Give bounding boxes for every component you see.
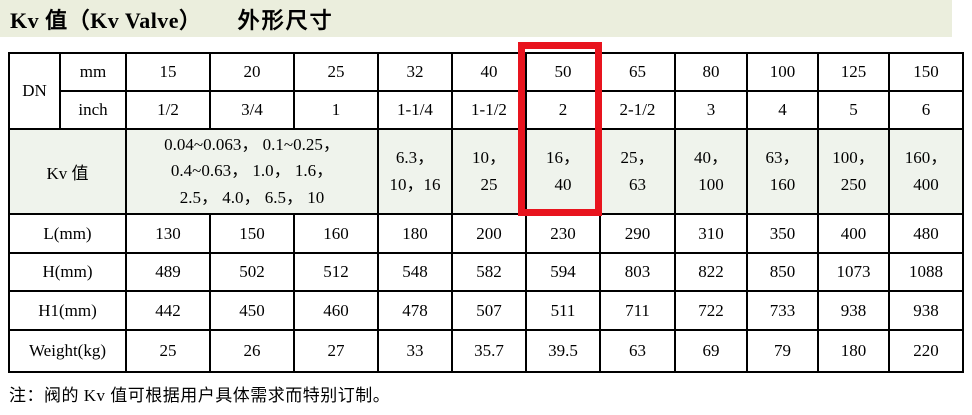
table-cell-highlighted: 16， 40	[525, 128, 601, 215]
table-cell: 230	[525, 213, 601, 254]
table-cell: 3	[674, 90, 748, 130]
table-row-kv: Kv 值 0.04~0.063， 0.1~0.25， 0.4~0.63， 1.0…	[8, 128, 964, 215]
table-cell: 6.3， 10，16	[377, 128, 453, 215]
table-cell: 160， 400	[888, 128, 964, 215]
table-cell: 100	[746, 52, 819, 92]
table-cell: 480	[888, 213, 964, 254]
title-bar: Kv 值（Kv Valve） 外形尺寸	[0, 0, 952, 37]
spec-table: DN mm 15 20 25 32 40 50 65 80 100 125 15…	[8, 52, 964, 373]
table-cell: 502	[209, 252, 295, 292]
table-cell: 582	[451, 252, 527, 292]
table-cell: 722	[674, 290, 748, 331]
table-cell: 489	[125, 252, 211, 292]
table-cell: 69	[674, 329, 748, 373]
table-cell: 20	[209, 52, 295, 92]
row-label-cell: L(mm)	[8, 213, 127, 254]
page-title-kv: Kv 值（Kv Valve）	[10, 7, 202, 33]
kv-merged-cell: 0.04~0.063， 0.1~0.25， 0.4~0.63， 1.0， 1.6…	[125, 128, 379, 215]
table-cell: 5	[817, 90, 890, 130]
page-title-dimensions: 外形尺寸	[237, 7, 334, 33]
table-cell: 180	[377, 213, 453, 254]
unit-label-cell: mm	[59, 52, 127, 92]
row-label-cell: Weight(kg)	[8, 329, 127, 373]
table-cell: 350	[746, 213, 819, 254]
table-cell: 65	[599, 52, 676, 92]
table-cell: 130	[125, 213, 211, 254]
table-cell: 310	[674, 213, 748, 254]
table-cell: 1-1/4	[377, 90, 453, 130]
table-cell-highlighted: 2	[525, 90, 601, 130]
table-cell: 125	[817, 52, 890, 92]
unit-label-cell: inch	[59, 90, 127, 130]
table-cell: 400	[817, 213, 890, 254]
table-cell: 220	[888, 329, 964, 373]
table-cell: 35.7	[451, 329, 527, 373]
table-cell: 32	[377, 52, 453, 92]
table-cell: 938	[888, 290, 964, 331]
table-row-h: H(mm) 489 502 512 548 582 594 803 822 85…	[8, 252, 964, 292]
table-cell: 1-1/2	[451, 90, 527, 130]
row-label-cell: H(mm)	[8, 252, 127, 292]
table-cell: 10， 25	[451, 128, 527, 215]
table-cell: 290	[599, 213, 676, 254]
table-cell: 40	[451, 52, 527, 92]
table-row-dn-inch: inch 1/2 3/4 1 1-1/4 1-1/2 2 2-1/2 3 4 5…	[9, 90, 964, 130]
table-cell: 803	[599, 252, 676, 292]
table-cell: 25	[125, 329, 211, 373]
table-cell: 1	[293, 90, 379, 130]
table-cell: 150	[888, 52, 964, 92]
table-cell: 160	[293, 213, 379, 254]
table-cell: 6	[888, 90, 964, 130]
table-cell: 460	[293, 290, 379, 331]
table-cell: 80	[674, 52, 748, 92]
table-cell: 442	[125, 290, 211, 331]
table-cell: 450	[209, 290, 295, 331]
table-cell: 39.5	[525, 329, 601, 373]
table-cell: 850	[746, 252, 819, 292]
table-cell: 25	[293, 52, 379, 92]
table-cell: 79	[746, 329, 819, 373]
table-cell: 2-1/2	[599, 90, 676, 130]
table-cell: 938	[817, 290, 890, 331]
table-cell: 27	[293, 329, 379, 373]
table-cell: 711	[599, 290, 676, 331]
table-cell: 548	[377, 252, 453, 292]
table-cell: 180	[817, 329, 890, 373]
table-cell: 594	[525, 252, 601, 292]
row-label-cell: H1(mm)	[8, 290, 127, 331]
table-cell: 512	[293, 252, 379, 292]
table-cell: 1/2	[125, 90, 211, 130]
dn-header-cell: DN	[8, 52, 61, 130]
table-cell: 478	[377, 290, 453, 331]
table-cell: 100， 250	[817, 128, 890, 215]
table-cell: 507	[451, 290, 527, 331]
table-cell: 150	[209, 213, 295, 254]
table-cell: 15	[125, 52, 211, 92]
table-cell: 26	[209, 329, 295, 373]
table-cell: 1073	[817, 252, 890, 292]
table-cell: 3/4	[209, 90, 295, 130]
table-cell: 4	[746, 90, 819, 130]
table-row-dn-mm: DN mm 15 20 25 32 40 50 65 80 100 125 15…	[8, 52, 964, 130]
table-cell: 200	[451, 213, 527, 254]
table-cell: 511	[525, 290, 601, 331]
footer-note: 注：阀的 Kv 值可根据用户具体需求而特别订制。	[9, 386, 391, 405]
table-cell: 1088	[888, 252, 964, 292]
table-row-weight: Weight(kg) 25 26 27 33 35.7 39.5 63 69 7…	[8, 329, 964, 373]
table-cell: 63， 160	[746, 128, 819, 215]
table-row-h1: H1(mm) 442 450 460 478 507 511 711 722 7…	[8, 290, 964, 331]
kv-label-cell: Kv 值	[8, 128, 127, 215]
table-cell-highlighted: 50	[525, 52, 601, 92]
table-cell: 63	[599, 329, 676, 373]
table-cell: 33	[377, 329, 453, 373]
table-cell: 822	[674, 252, 748, 292]
table-cell: 733	[746, 290, 819, 331]
table-row-l: L(mm) 130 150 160 180 200 230 290 310 35…	[8, 213, 964, 254]
table-cell: 25， 63	[599, 128, 676, 215]
table-cell: 40， 100	[674, 128, 748, 215]
